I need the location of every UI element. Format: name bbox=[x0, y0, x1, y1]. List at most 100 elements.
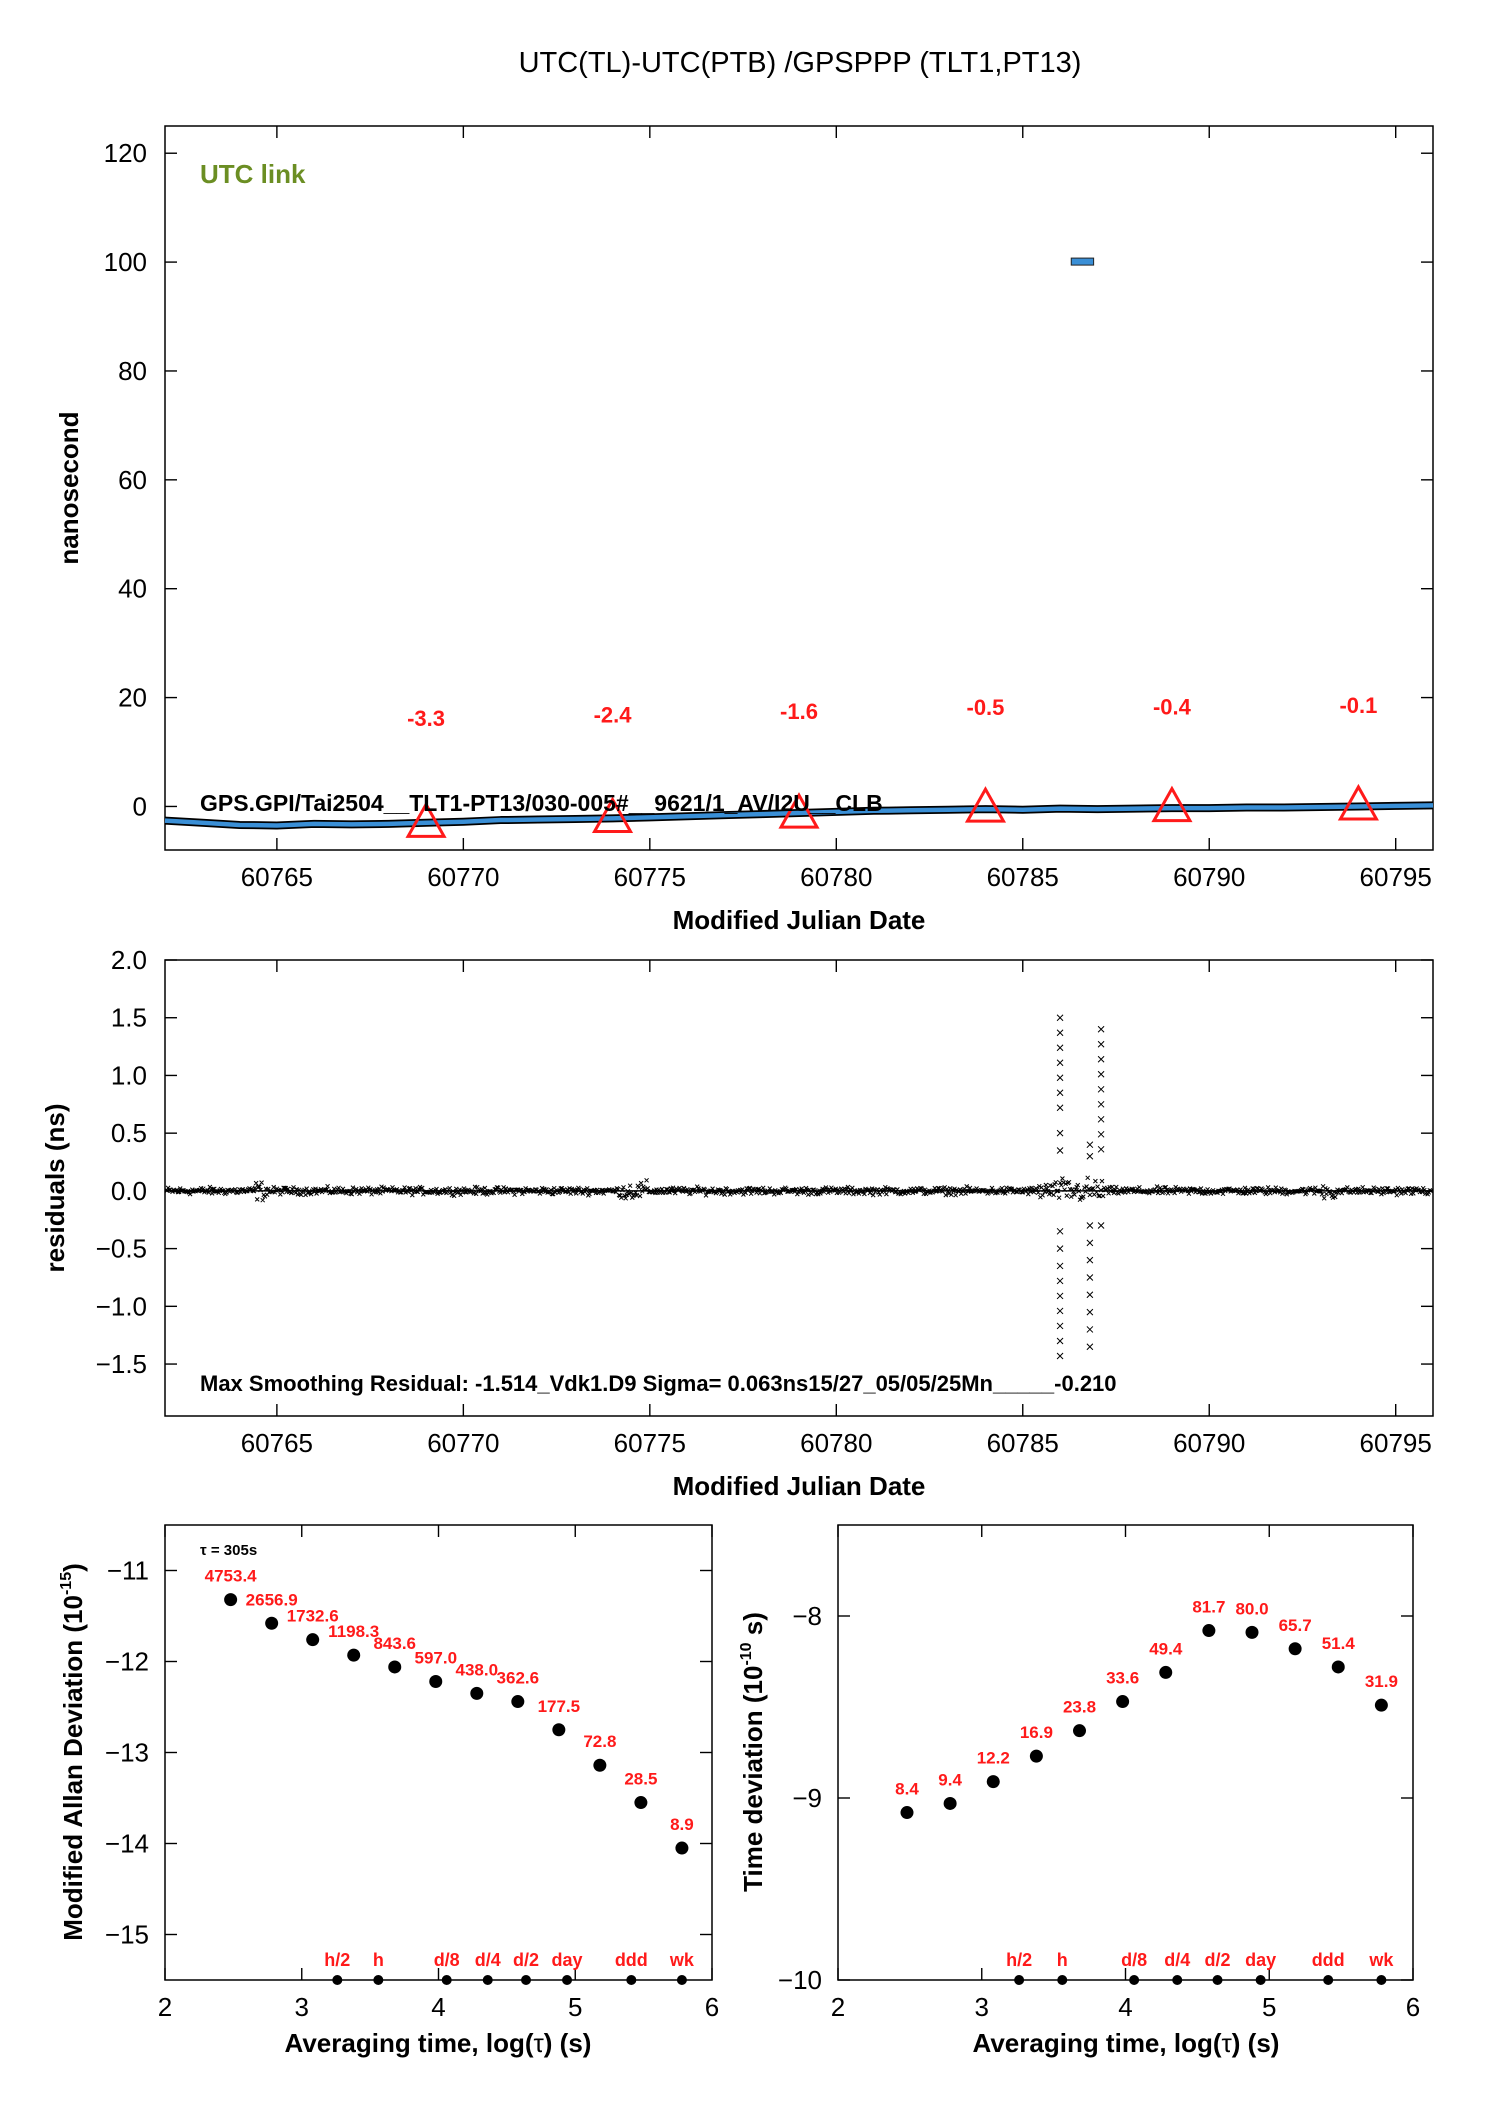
interval-marker bbox=[1014, 1975, 1025, 1985]
x-tick-label: 6 bbox=[705, 1992, 719, 2022]
x-tick-label: 5 bbox=[1262, 1992, 1276, 2022]
plot-frame bbox=[164, 959, 1434, 1417]
interval-marker bbox=[521, 1975, 532, 1985]
interval-marker bbox=[482, 1975, 493, 1985]
residuals-panel: 60765 60770 60775 60780 60785 60790 60795 2.0 1… bbox=[40, 945, 1434, 1501]
residual-point bbox=[1056, 1044, 1064, 1052]
interval-label: day bbox=[552, 1950, 583, 1970]
residual-point bbox=[1097, 1055, 1105, 1063]
residual-points bbox=[164, 1014, 1434, 1360]
data-point bbox=[1159, 1665, 1173, 1679]
x-tick-label: 60765 bbox=[241, 862, 313, 892]
y-tick-label: −9 bbox=[792, 1783, 822, 1813]
interval-label: wk bbox=[1368, 1950, 1394, 1970]
data-label: 1198.3 bbox=[328, 1622, 379, 1641]
data-label: 597.0 bbox=[414, 1649, 457, 1668]
y-tick-label: −13 bbox=[105, 1738, 149, 1768]
x-axis-label: Averaging time, log(τ) (s) bbox=[973, 2028, 1280, 2058]
series-line bbox=[164, 803, 1434, 828]
tdev-points: 8.4 9.4 12.2 16.9 23.8 33.6 49.4 81.7 80.0 65.7 51… bbox=[895, 1598, 1398, 1985]
residual-point bbox=[1086, 1326, 1094, 1333]
y-axis-label: nanosecond bbox=[54, 411, 84, 564]
residual-point bbox=[1086, 1239, 1094, 1247]
residual-point bbox=[1056, 1014, 1064, 1022]
y-axis-label-sup: -15 bbox=[58, 1572, 75, 1595]
data-label: 843.6 bbox=[373, 1634, 416, 1653]
time-deviation-panel: 2 3 4 5 6 −8 −9 −10 8.4 9.4 12.2 16.9 23.8 33.6 49.4… bbox=[738, 1524, 1420, 2058]
triangle-label: -0.1 bbox=[1339, 693, 1377, 718]
y-tick-label: −11 bbox=[107, 1556, 149, 1586]
x-axis: 60765 60770 60775 60780 60785 60790 60795 bbox=[241, 126, 1432, 892]
residual-point bbox=[1056, 1277, 1064, 1285]
data-label: 23.8 bbox=[1063, 1698, 1096, 1717]
y-axis: −11 −12 −13 −14 −15 bbox=[105, 1556, 712, 1950]
data-label: 438.0 bbox=[456, 1660, 499, 1679]
data-point bbox=[1073, 1724, 1086, 1738]
data-point bbox=[900, 1806, 914, 1820]
y-tick-label: 120 bbox=[104, 138, 147, 168]
x-tick-label: 60780 bbox=[800, 862, 872, 892]
y-axis-label-main: Modified Allan Deviation (10 bbox=[58, 1595, 88, 1941]
x-tick-label: 60780 bbox=[800, 1428, 872, 1458]
y-axis-label: Time deviation (10-10 s) bbox=[738, 1612, 768, 1892]
utc-link-badge: UTC link bbox=[200, 159, 306, 189]
y-axis-label-end: s) bbox=[738, 1612, 768, 1642]
x-axis-label-end: ) (s) bbox=[1232, 2028, 1280, 2058]
triangle-label: -2.4 bbox=[594, 702, 633, 727]
x-tick-label: 6 bbox=[1406, 1992, 1420, 2022]
data-point bbox=[675, 1841, 689, 1855]
interval-label: h bbox=[1057, 1950, 1068, 1970]
data-label: 8.4 bbox=[895, 1780, 919, 1799]
interval-marker bbox=[676, 1975, 687, 1985]
data-point bbox=[306, 1633, 320, 1647]
data-point bbox=[986, 1775, 1000, 1789]
tau-note: τ = 305s bbox=[200, 1542, 257, 1559]
data-label: 12.2 bbox=[977, 1749, 1010, 1768]
y-tick-label: 80 bbox=[118, 356, 147, 386]
x-axis-label: Averaging time, log(τ) (s) bbox=[285, 2028, 592, 2058]
residual-point bbox=[1056, 1129, 1064, 1137]
interval-marker bbox=[1376, 1975, 1387, 1985]
interval-label: d/8 bbox=[434, 1950, 460, 1970]
data-point bbox=[388, 1660, 402, 1674]
data-label: 80.0 bbox=[1235, 1599, 1268, 1618]
tau-symbol: τ bbox=[1222, 2028, 1233, 2058]
data-label: 65.7 bbox=[1279, 1616, 1312, 1635]
x-tick-label: 60790 bbox=[1173, 862, 1245, 892]
y-tick-label: −14 bbox=[105, 1829, 149, 1859]
y-tick-label: 0 bbox=[133, 791, 147, 821]
y-tick-label: 100 bbox=[104, 247, 147, 277]
residual-point bbox=[1056, 1227, 1064, 1235]
x-tick-label: 2 bbox=[831, 1992, 845, 2022]
data-point bbox=[470, 1686, 484, 1700]
residual-point bbox=[1056, 1029, 1064, 1037]
plot-frame bbox=[164, 125, 1434, 851]
x-tick-label: 60775 bbox=[614, 862, 686, 892]
y-axis-label-sup: -10 bbox=[738, 1642, 755, 1665]
data-label: 31.9 bbox=[1365, 1672, 1398, 1691]
interval-marker bbox=[373, 1975, 384, 1985]
residual-point bbox=[1097, 1070, 1105, 1078]
x-tick-label: 60775 bbox=[614, 1428, 686, 1458]
data-point bbox=[1288, 1642, 1302, 1656]
data-point bbox=[593, 1758, 607, 1772]
data-point bbox=[943, 1796, 957, 1810]
y-tick-label: −1.0 bbox=[96, 1291, 147, 1321]
x-tick-label: 4 bbox=[1118, 1992, 1132, 2022]
x-axis-label: Modified Julian Date bbox=[673, 1471, 926, 1501]
y-tick-label: 2.0 bbox=[111, 945, 147, 975]
x-axis: 2 3 4 5 6 bbox=[158, 1525, 719, 2022]
residual-point bbox=[1097, 1115, 1105, 1123]
y-tick-label: 1.5 bbox=[111, 1003, 147, 1033]
interval-marker bbox=[1129, 1975, 1140, 1985]
residual-point bbox=[1086, 1141, 1094, 1149]
allan-deviation-panel: 2 3 4 5 6 −11 −12 −13 −14 −15 4753.4 2656.91732.6… bbox=[58, 1524, 719, 2058]
x-axis: 2 3 4 5 6 bbox=[831, 1525, 1420, 2022]
plot-frame bbox=[837, 1524, 1414, 1981]
interval-marker bbox=[1255, 1975, 1266, 1985]
interval-label: ddd bbox=[1312, 1950, 1345, 1970]
data-point bbox=[1374, 1698, 1388, 1712]
residual-point bbox=[1056, 1059, 1064, 1067]
page-title: UTC(TL)-UTC(PTB) /GPSPPP (TLT1,PT13) bbox=[519, 47, 1082, 79]
residual-point bbox=[1086, 1308, 1094, 1316]
